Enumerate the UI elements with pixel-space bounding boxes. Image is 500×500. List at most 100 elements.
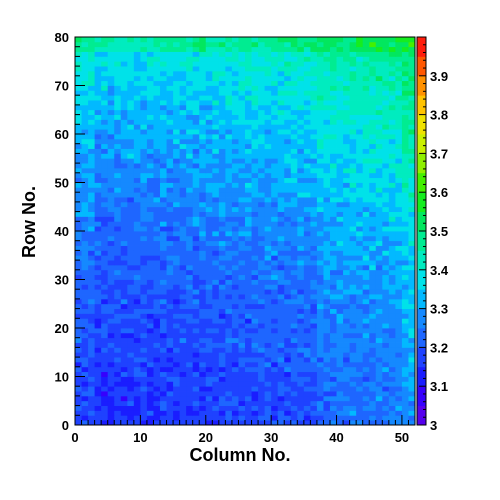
heatmap-cell: [192, 260, 200, 266]
heatmap-cell: [101, 211, 109, 217]
heatmap-cell: [146, 75, 154, 82]
heatmap-cell: [297, 100, 305, 106]
heatmap-cell: [258, 318, 266, 324]
heatmap-cell: [408, 187, 416, 193]
heatmap-cell: [199, 46, 207, 52]
heatmap-cell: [81, 75, 89, 82]
heatmap-cell: [271, 182, 279, 188]
heatmap-cell: [375, 143, 383, 149]
heatmap-cell: [408, 167, 416, 174]
heatmap-cell: [133, 172, 141, 179]
heatmap-cell: [343, 347, 351, 353]
heatmap-cell: [316, 221, 324, 227]
heatmap-cell: [277, 148, 285, 154]
heatmap-cell: [127, 114, 135, 120]
heatmap-cell: [408, 361, 416, 368]
heatmap-cell: [284, 415, 292, 421]
heatmap-cell: [290, 226, 298, 232]
heatmap-cell: [81, 420, 89, 426]
heatmap-cell: [205, 114, 213, 120]
heatmap-cell: [81, 167, 89, 174]
heatmap-cell: [264, 352, 272, 358]
heatmap-cell: [245, 197, 252, 203]
heatmap-cell: [140, 264, 148, 271]
heatmap-cell: [107, 235, 115, 242]
heatmap-cell: [153, 235, 161, 242]
heatmap-cell: [349, 114, 357, 120]
heatmap-cell: [343, 332, 351, 339]
heatmap-cell: [330, 129, 337, 135]
heatmap-cell: [408, 158, 416, 164]
heatmap-cell: [251, 231, 259, 237]
heatmap-cell: [382, 395, 390, 402]
heatmap-cell: [81, 51, 89, 57]
heatmap-cell: [271, 298, 279, 305]
heatmap-cell: [166, 90, 174, 96]
heatmap-cell: [94, 318, 102, 324]
heatmap-cell: [336, 279, 344, 285]
heatmap-cell: [323, 216, 331, 222]
heatmap-cell: [316, 41, 324, 48]
heatmap-cell: [349, 255, 357, 261]
heatmap-cell: [356, 235, 364, 242]
heatmap-cell: [369, 410, 377, 416]
heatmap-cell: [362, 361, 370, 368]
heatmap-cell: [401, 366, 409, 373]
heatmap-cell: [212, 391, 220, 397]
heatmap-cell: [107, 95, 115, 101]
heatmap-cell: [88, 201, 96, 208]
heatmap-cell: [303, 182, 311, 188]
heatmap-cell: [349, 211, 357, 217]
heatmap-cell: [140, 80, 148, 86]
heatmap-cell: [231, 163, 239, 169]
heatmap-cell: [290, 352, 298, 358]
heatmap-cell: [323, 298, 331, 305]
heatmap-cell: [231, 245, 239, 251]
heatmap-cell: [349, 269, 357, 276]
heatmap-cell: [218, 298, 226, 305]
heatmap-cell: [336, 148, 344, 154]
heatmap-cell: [160, 124, 167, 130]
heatmap-cell: [264, 138, 272, 145]
heatmap-cell: [284, 303, 292, 309]
heatmap-cell: [316, 269, 324, 276]
heatmap-cell: [205, 395, 213, 402]
heatmap-cell: [205, 148, 213, 154]
heatmap-cell: [323, 104, 331, 111]
heatmap-cell: [114, 182, 122, 188]
heatmap-cell: [271, 376, 279, 382]
heatmap-cell: [343, 405, 351, 411]
heatmap-cell: [284, 109, 292, 115]
heatmap-cell: [245, 85, 252, 91]
heatmap-cell: [251, 250, 259, 256]
heatmap-cell: [290, 182, 298, 188]
heatmap-cell: [401, 260, 409, 266]
heatmap-cell: [395, 158, 403, 164]
heatmap-cell: [88, 109, 96, 115]
heatmap-cell: [127, 289, 135, 295]
heatmap-cell: [310, 289, 318, 295]
heatmap-cell: [212, 90, 220, 96]
heatmap-cell: [356, 66, 364, 72]
heatmap-cell: [362, 104, 370, 111]
heatmap-cell: [408, 240, 416, 246]
heatmap-cell: [140, 240, 148, 246]
colorbar-bin: [417, 37, 426, 57]
heatmap-cell: [395, 37, 403, 43]
heatmap-cell: [369, 109, 377, 115]
heatmap-cell: [343, 245, 351, 251]
heatmap-cell: [160, 167, 167, 174]
heatmap-cell: [114, 187, 122, 193]
heatmap-cell: [179, 167, 187, 174]
heatmap-cell: [212, 100, 220, 106]
heatmap-cell: [382, 303, 390, 309]
heatmap-cell: [146, 70, 154, 77]
heatmap-cell: [114, 395, 122, 402]
heatmap-cell: [303, 41, 311, 48]
heatmap-cell: [382, 386, 390, 392]
heatmap-cell: [316, 177, 324, 183]
heatmap-cell: [140, 260, 148, 266]
heatmap-cell: [160, 201, 167, 208]
heatmap-cell: [382, 221, 390, 227]
heatmap-cell: [114, 124, 122, 130]
